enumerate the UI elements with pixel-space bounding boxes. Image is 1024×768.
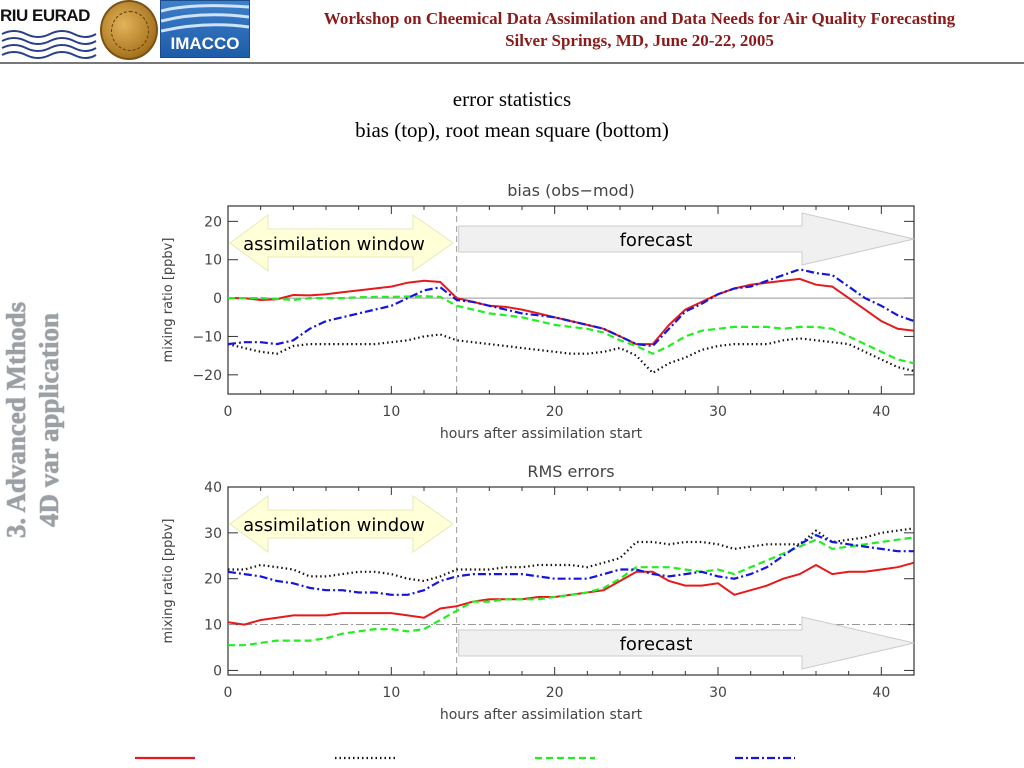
- workshop-title-line2: Silver Springs, MD, June 20-22, 2005: [505, 31, 774, 50]
- series-line-3: [228, 536, 915, 647]
- x-tick-label: 0: [224, 404, 233, 420]
- university-seal-icon: [100, 0, 158, 60]
- y-tick-label: 0: [213, 663, 222, 679]
- x-tick-label: 0: [224, 685, 233, 701]
- assimilation-window-arrow: [229, 214, 454, 272]
- y-tick-label: −10: [192, 329, 222, 345]
- x-tick-label: 10: [382, 404, 400, 420]
- x-tick-label: 10: [382, 685, 400, 701]
- x-tick-label: 30: [709, 404, 727, 420]
- x-axis-label: hours after assimilation start: [440, 707, 643, 723]
- chart-panel-2: RMS errors 0 10 20 30 40 0 10 20 30 40 hours after …: [161, 462, 915, 723]
- chart-title: bias (obs−mod): [507, 181, 635, 200]
- y-tick-label: 10: [204, 618, 222, 634]
- assimilation-window-arrow: [229, 495, 454, 553]
- series-line-3: [228, 295, 915, 365]
- plot-frame: [227, 486, 915, 676]
- y-tick-label: 0: [213, 291, 222, 307]
- wave-lines-icon: [1, 30, 97, 59]
- y-axis-label: mixing ratio [ppbv]: [161, 238, 176, 363]
- slide-title-line1: error statistics: [452, 87, 572, 111]
- series-line-1: [228, 277, 915, 346]
- slide-title-line2: bias (top), root mean square (bottom): [355, 118, 669, 142]
- y-tick-label: −20: [192, 368, 222, 384]
- y-tick-label: 20: [204, 572, 222, 588]
- y-tick-label: 10: [204, 253, 222, 269]
- y-axis-label: mixing ratio [ppbv]: [161, 519, 176, 644]
- assimilation-window-label: assimilation window: [243, 515, 425, 536]
- series-line-1: [227, 561, 915, 626]
- forecast-arrow: [458, 212, 915, 266]
- series-line-4: [227, 268, 915, 348]
- x-tick-label: 40: [872, 404, 890, 420]
- series-line-2: [227, 333, 915, 375]
- assimilation-window-label: assimilation window: [243, 234, 425, 255]
- y-tick-label: 20: [204, 214, 222, 230]
- riu-eurad-logo: RIU EURAD: [0, 4, 98, 60]
- chart-title: RMS errors: [527, 462, 614, 481]
- forecast-arrow: [458, 616, 915, 670]
- x-tick-label: 40: [872, 685, 890, 701]
- plot-frame: [227, 205, 915, 395]
- riu-eurad-logo-text: RIU EURAD: [0, 6, 90, 25]
- x-tick-label: 30: [709, 685, 727, 701]
- forecast-label: forecast: [620, 230, 693, 251]
- imacco-logo: IMACCO: [160, 0, 250, 58]
- x-tick-label: 20: [546, 404, 564, 420]
- y-tick-label: 40: [204, 480, 222, 496]
- slide-title: error statistics bias (top), root mean s…: [0, 84, 1024, 146]
- header-divider: [0, 62, 1024, 64]
- y-tick-label: 30: [204, 526, 222, 542]
- series-line-4: [227, 533, 914, 596]
- chart-panel-1: bias (obs−mod) 0 10 20 30 40 −20 −10 0 10 20 hours …: [161, 181, 915, 442]
- imacco-logo-text: IMACCO: [170, 34, 240, 53]
- x-axis-label: hours after assimilation start: [440, 426, 643, 442]
- workshop-title-line1: Workshop on Cheemical Data Assimilation …: [323, 9, 956, 28]
- forecast-label: forecast: [620, 634, 693, 655]
- x-tick-label: 20: [546, 685, 564, 701]
- workshop-title: Workshop on Cheemical Data Assimilation …: [255, 8, 1024, 52]
- slide-header: RIU EURAD IMACCO Workshop on Cheemical D…: [0, 0, 1024, 64]
